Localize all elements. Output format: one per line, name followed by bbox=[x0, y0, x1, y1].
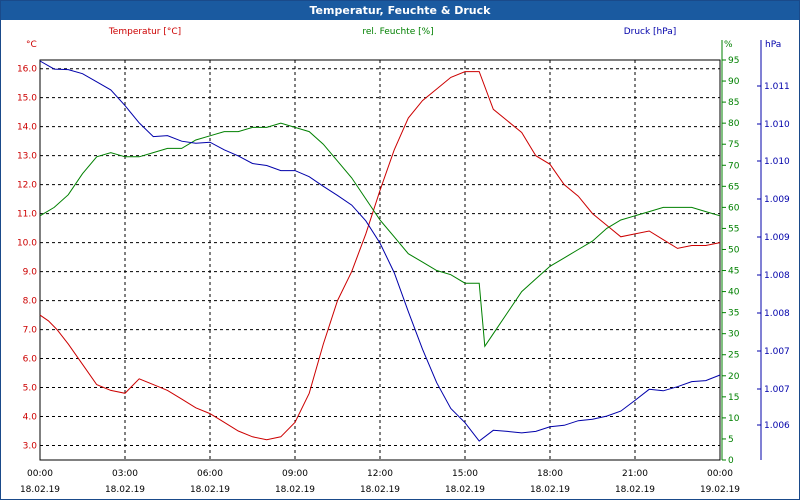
humidity-tick-label: 75 bbox=[728, 140, 739, 150]
x-tick-label: 18:00 bbox=[537, 469, 563, 479]
pressure-tick-label: 1.006 bbox=[764, 421, 790, 431]
temperature-axis-title: Temperatur [°C] bbox=[108, 27, 181, 37]
temperature-tick-label: 6.0 bbox=[23, 355, 38, 365]
humidity-tick-label: 65 bbox=[728, 182, 739, 192]
humidity-tick-label: 85 bbox=[728, 98, 739, 108]
temperature-tick-label: 9.0 bbox=[23, 268, 38, 278]
temperature-tick-label: 14.0 bbox=[17, 123, 37, 133]
temperature-tick-label: 11.0 bbox=[17, 210, 37, 220]
pressure-tick-label: 1.007 bbox=[764, 347, 790, 357]
temperature-tick-label: 4.0 bbox=[23, 413, 38, 423]
series-line-pressure bbox=[39, 60, 721, 442]
humidity-tick-label: 90 bbox=[728, 77, 740, 87]
humidity-tick-label: 30 bbox=[728, 330, 740, 340]
x-tick-label: 12:00 bbox=[367, 469, 393, 479]
humidity-tick-label: 70 bbox=[728, 161, 740, 171]
x-date-label: 18.02.19 bbox=[445, 485, 485, 495]
humidity-tick-label: 95 bbox=[728, 56, 739, 66]
humidity-tick-label: 20 bbox=[728, 372, 740, 382]
humidity-axis-title: rel. Feuchte [%] bbox=[362, 27, 433, 37]
temperature-tick-label: 5.0 bbox=[23, 384, 38, 394]
window-title: Temperatur, Feuchte & Druck bbox=[1, 1, 799, 20]
series-line-humidity bbox=[39, 122, 721, 348]
pressure-tick-label: 1.007 bbox=[764, 385, 790, 395]
x-date-label: 18.02.19 bbox=[190, 485, 230, 495]
pressure-tick-label: 1.011 bbox=[764, 82, 790, 92]
x-date-label: 18.02.19 bbox=[615, 485, 655, 495]
x-date-label: 18.02.19 bbox=[530, 485, 570, 495]
temperature-tick-label: 10.0 bbox=[17, 239, 37, 249]
x-date-label: 18.02.19 bbox=[360, 485, 400, 495]
series-line-temperature bbox=[39, 71, 721, 441]
humidity-unit-label: % bbox=[724, 40, 733, 50]
pressure-tick-label: 1.010 bbox=[764, 120, 790, 130]
x-tick-label: 06:00 bbox=[197, 469, 223, 479]
temperature-tick-label: 8.0 bbox=[23, 297, 38, 307]
humidity-tick-label: 0 bbox=[728, 456, 734, 466]
humidity-tick-label: 60 bbox=[728, 203, 740, 213]
x-date-label: 18.02.19 bbox=[275, 485, 315, 495]
pressure-tick-label: 1.009 bbox=[764, 195, 790, 205]
temperature-tick-label: 12.0 bbox=[17, 181, 37, 191]
x-tick-label: 15:00 bbox=[452, 469, 478, 479]
temperature-unit-label: °C bbox=[26, 40, 37, 50]
pressure-axis-title: Druck [hPa] bbox=[624, 27, 677, 37]
temperature-tick-label: 7.0 bbox=[23, 326, 38, 336]
pressure-unit-label: hPa bbox=[765, 40, 781, 50]
x-date-label: 18.02.19 bbox=[20, 485, 60, 495]
x-tick-label: 00:00 bbox=[27, 469, 53, 479]
humidity-tick-label: 55 bbox=[728, 224, 739, 234]
pressure-tick-label: 1.008 bbox=[764, 271, 790, 281]
x-tick-label: 09:00 bbox=[282, 469, 308, 479]
humidity-tick-label: 40 bbox=[728, 288, 740, 298]
x-tick-label: 00:00 bbox=[707, 469, 733, 479]
pressure-tick-label: 1.009 bbox=[764, 233, 790, 243]
pressure-tick-label: 1.010 bbox=[764, 157, 790, 167]
humidity-tick-label: 10 bbox=[728, 414, 740, 424]
temperature-tick-label: 16.0 bbox=[17, 65, 37, 75]
humidity-tick-label: 80 bbox=[728, 119, 740, 129]
temperature-tick-label: 3.0 bbox=[23, 442, 38, 452]
pressure-tick-label: 1.008 bbox=[764, 309, 790, 319]
temperature-tick-label: 15.0 bbox=[17, 94, 37, 104]
x-date-label: 19.02.19 bbox=[700, 485, 740, 495]
humidity-tick-label: 45 bbox=[728, 267, 739, 277]
x-tick-label: 21:00 bbox=[622, 469, 648, 479]
humidity-tick-label: 15 bbox=[728, 393, 739, 403]
temperature-tick-label: 13.0 bbox=[17, 152, 37, 162]
humidity-tick-label: 25 bbox=[728, 351, 739, 361]
x-date-label: 18.02.19 bbox=[105, 485, 145, 495]
humidity-tick-label: 50 bbox=[728, 245, 740, 255]
humidity-tick-label: 35 bbox=[728, 309, 739, 319]
x-tick-label: 03:00 bbox=[112, 469, 138, 479]
humidity-tick-label: 5 bbox=[728, 435, 734, 445]
